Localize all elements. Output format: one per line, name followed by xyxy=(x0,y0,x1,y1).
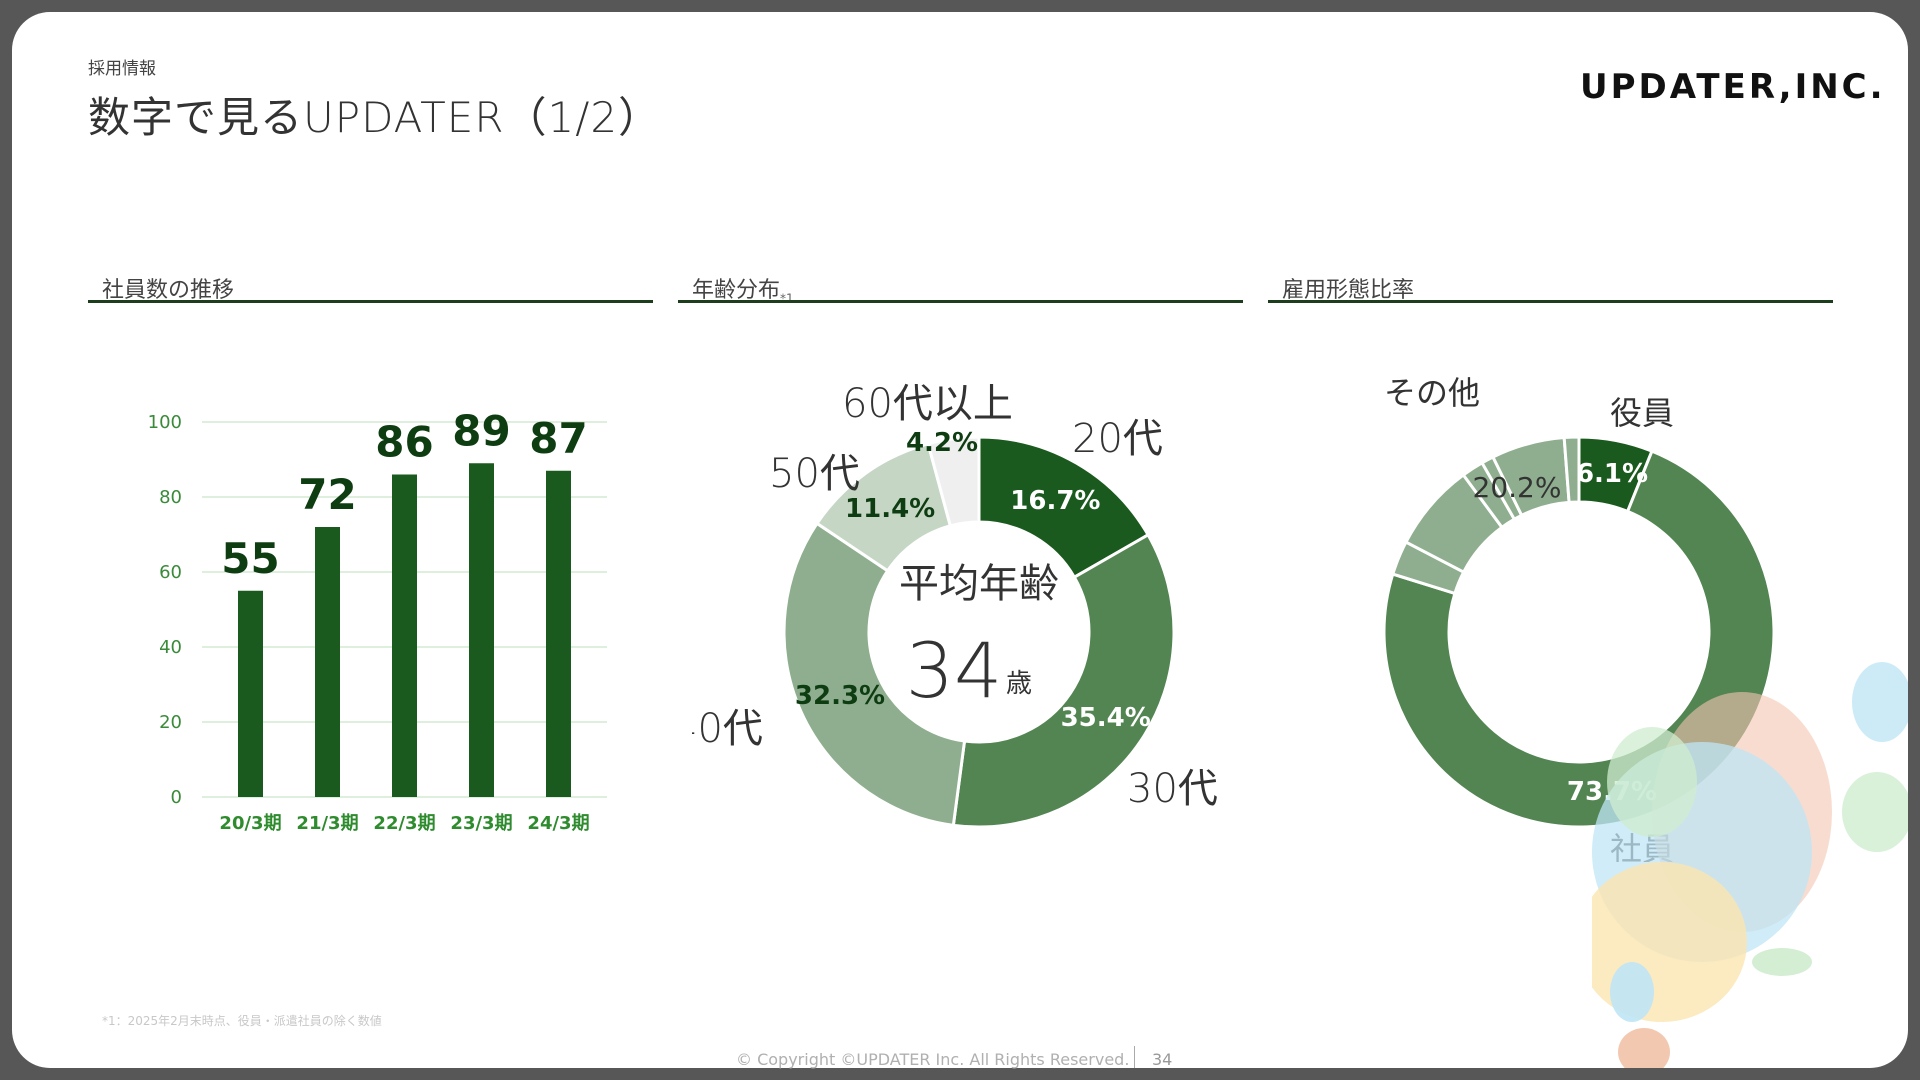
section-title-employees: 社員数の推移 xyxy=(102,278,235,303)
y-tick-label: 60 xyxy=(159,562,182,583)
updater-logo: UPDATER,INC. xyxy=(1580,67,1880,107)
slice-category-label: 60代以上 xyxy=(842,381,1013,427)
x-tick-label: 21/3期 xyxy=(296,813,358,834)
bar-value-label: 55 xyxy=(221,534,279,583)
decorative-blobs xyxy=(1592,662,1908,1068)
slice-value-label: 11.4% xyxy=(845,494,935,524)
slice-value-label: 35.4% xyxy=(1061,703,1151,733)
slice-value-label: 20.2% xyxy=(1473,471,1562,504)
slide: 採用情報 数字で見るUPDATER（1/2） UPDATER,INC. 社員数の… xyxy=(12,12,1908,1068)
x-tick-label: 23/3期 xyxy=(450,813,512,834)
employee-bar-chart: 0 20 40 60 80 100 55 20/3期 72 21/3期 86 22/3期 89 23/3期… xyxy=(148,406,607,834)
x-tick-label: 20/3期 xyxy=(219,813,281,834)
page-kicker: 採用情報 xyxy=(88,59,156,79)
center-unit: 歳 xyxy=(1006,669,1032,699)
slice-category-label: 役員 xyxy=(1610,394,1674,432)
bar-24/3期 xyxy=(546,470,571,797)
x-tick-label: 22/3期 xyxy=(373,813,435,834)
section-title-age-text: 年齢分布 xyxy=(692,278,781,303)
slice-category-label: 40代 xyxy=(692,706,763,752)
y-tick-label: 80 xyxy=(159,487,182,508)
section-rule-age xyxy=(678,300,1243,303)
y-tick-label: 0 xyxy=(171,787,182,808)
section-title-age-note: *1 xyxy=(780,291,794,306)
bar-21/3期 xyxy=(315,527,340,797)
bar-value-label: 72 xyxy=(298,470,356,519)
logo-text: UPDATER,INC. xyxy=(1580,67,1880,107)
center-label: 平均年齢 xyxy=(899,561,1059,607)
x-tick-label: 24/3期 xyxy=(527,813,589,834)
age-donut-chart: 16.7% 20代 35.4% 30代 32.3% 40代 11.4%50代 4.2%60代以… xyxy=(692,381,1218,829)
section-title-age: 年齢分布*1 xyxy=(692,272,794,305)
slice-value-label: 6.1% xyxy=(1576,459,1648,489)
section-title-employment: 雇用形態比率 xyxy=(1282,278,1415,303)
bar-20/3期 xyxy=(238,590,263,797)
slice-value-label: 16.7% xyxy=(1010,486,1100,516)
slice-category-label: その他 xyxy=(1384,374,1480,412)
bar-23/3期 xyxy=(469,463,494,797)
slice-value-label: 4.2% xyxy=(906,428,978,458)
slice-category-label: 20代 xyxy=(1072,416,1163,462)
slice-value-label: 32.3% xyxy=(795,681,885,711)
center-value: 34 xyxy=(906,626,1003,715)
bar-value-label: 86 xyxy=(375,418,433,467)
footnote: *1：2025年2月末時点、役員・派遣社員の除く数値 xyxy=(102,1014,382,1028)
bar-value-label: 89 xyxy=(452,406,510,455)
slice-40代 xyxy=(782,521,967,827)
bar-22/3期 xyxy=(392,474,417,797)
page-title: 数字で見るUPDATER（1/2） xyxy=(88,93,662,142)
page-number: 34 xyxy=(1152,1050,1173,1069)
y-tick-label: 100 xyxy=(148,412,182,433)
slice-その他-part xyxy=(1562,435,1581,504)
section-rule-employees xyxy=(88,300,653,303)
y-tick-label: 20 xyxy=(159,712,182,733)
slice-category-label: 50代 xyxy=(769,451,860,497)
section-rule-employment xyxy=(1268,300,1833,303)
slice-30代 xyxy=(951,532,1176,829)
y-tick-label: 40 xyxy=(159,637,182,658)
page-separator xyxy=(1134,1046,1135,1068)
slice-60代以上 xyxy=(926,435,981,528)
slice-category-label: 30代 xyxy=(1127,766,1218,812)
copyright: © Copyright ©UPDATER Inc. All Rights Res… xyxy=(736,1050,1130,1069)
bar-value-label: 87 xyxy=(529,414,587,463)
